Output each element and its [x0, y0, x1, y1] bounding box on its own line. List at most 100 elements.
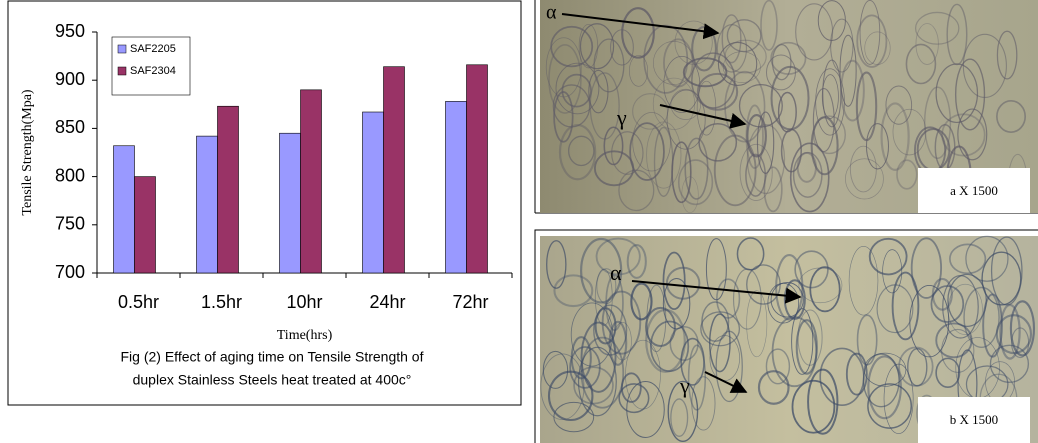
- grain: [540, 353, 585, 420]
- grain: [949, 243, 987, 275]
- grain: [613, 321, 632, 361]
- grain: [608, 320, 628, 366]
- grain: [594, 268, 613, 326]
- grain: [705, 238, 727, 301]
- grain: [840, 59, 865, 122]
- grain: [630, 282, 653, 321]
- grain: [580, 336, 625, 409]
- grain: [771, 43, 792, 81]
- grain: [822, 59, 842, 128]
- grain: [839, 34, 857, 107]
- y-tick-label: 950: [55, 21, 85, 41]
- grain: [643, 24, 689, 94]
- grain: [935, 63, 979, 124]
- grain: [981, 251, 1022, 306]
- micrograph-a: α γ a X 1500: [534, 0, 1038, 214]
- grain: [798, 267, 843, 304]
- grain: [646, 121, 682, 189]
- grain: [746, 113, 767, 158]
- legend-label: SAF2304: [130, 65, 176, 77]
- bar: [113, 145, 135, 274]
- grain: [553, 91, 574, 143]
- chart-frame: [7, 0, 522, 406]
- grain-texture: [540, 235, 1036, 442]
- grain: [542, 350, 569, 389]
- grain: [745, 153, 766, 197]
- grain: [999, 303, 1021, 360]
- grain: [954, 58, 986, 131]
- grain: [717, 41, 758, 87]
- grain: [957, 108, 988, 161]
- arrow: [704, 371, 748, 393]
- grain: [573, 366, 614, 405]
- grain: [601, 290, 642, 355]
- grain: [691, 376, 716, 431]
- grain: [989, 344, 1030, 383]
- grain: [765, 348, 791, 385]
- grain: [867, 383, 913, 429]
- legend-swatch: [117, 44, 127, 54]
- grain: [696, 72, 739, 111]
- y-tick-label: 900: [55, 69, 85, 89]
- grain: [856, 314, 878, 366]
- grain: [684, 137, 709, 200]
- grain: [1011, 327, 1030, 359]
- grain: [593, 304, 628, 356]
- grain: [995, 314, 1033, 355]
- grain: [555, 62, 600, 115]
- grain: [883, 363, 914, 434]
- grain: [848, 245, 879, 316]
- grain: [996, 99, 1027, 133]
- grain: [809, 266, 841, 313]
- grain: [763, 166, 783, 213]
- x-tick-label: 24hr: [369, 292, 405, 312]
- grain: [610, 29, 634, 66]
- scale-box: [918, 168, 1030, 213]
- grain: [546, 240, 567, 289]
- grain: [935, 322, 973, 359]
- y-axis-label: Tensile Strength(Mpa): [20, 89, 35, 215]
- grain: [941, 328, 975, 373]
- grain: [662, 277, 691, 330]
- grain: [652, 41, 695, 85]
- grain: [567, 135, 595, 167]
- grain: [942, 275, 979, 339]
- grain: [819, 347, 865, 406]
- grain: [746, 290, 768, 358]
- y-tick-label: 750: [55, 214, 85, 234]
- grain: [738, 83, 783, 128]
- bar: [217, 105, 239, 274]
- grain: [669, 325, 699, 361]
- grain: [548, 44, 582, 114]
- grain: [845, 352, 868, 396]
- grain: [821, 74, 839, 119]
- x-tick-label: 1.5hr: [201, 292, 242, 312]
- x-tick-label: 72hr: [452, 292, 488, 312]
- grain: [701, 301, 730, 343]
- bar: [279, 132, 301, 274]
- scale-label: a X 1500: [950, 183, 998, 198]
- bar: [196, 135, 218, 274]
- bar: [362, 111, 384, 274]
- bar: [466, 64, 488, 274]
- grain: [915, 23, 939, 65]
- grain: [595, 237, 641, 276]
- scale-label: b X 1500: [950, 412, 998, 427]
- grain: [698, 122, 738, 162]
- grain: [990, 236, 1023, 306]
- grain: [859, 0, 881, 65]
- grain: [593, 150, 635, 187]
- caption: duplex Stainless Steels heat treated at …: [133, 372, 412, 388]
- grain: [670, 398, 689, 437]
- chart: 700 750 800 850 900 950 0.5hr 1.5hr 10hr 24hr 72hr…: [20, 21, 513, 343]
- grain: [780, 128, 803, 173]
- caption: Fig (2) Effect of aging time on Tensile …: [121, 349, 424, 365]
- grain: [716, 278, 741, 319]
- grain: [732, 268, 762, 330]
- x-tick-label: 10hr: [286, 292, 322, 312]
- phase-label: α: [610, 260, 622, 285]
- frame: [534, 229, 1038, 443]
- grain: [810, 116, 839, 176]
